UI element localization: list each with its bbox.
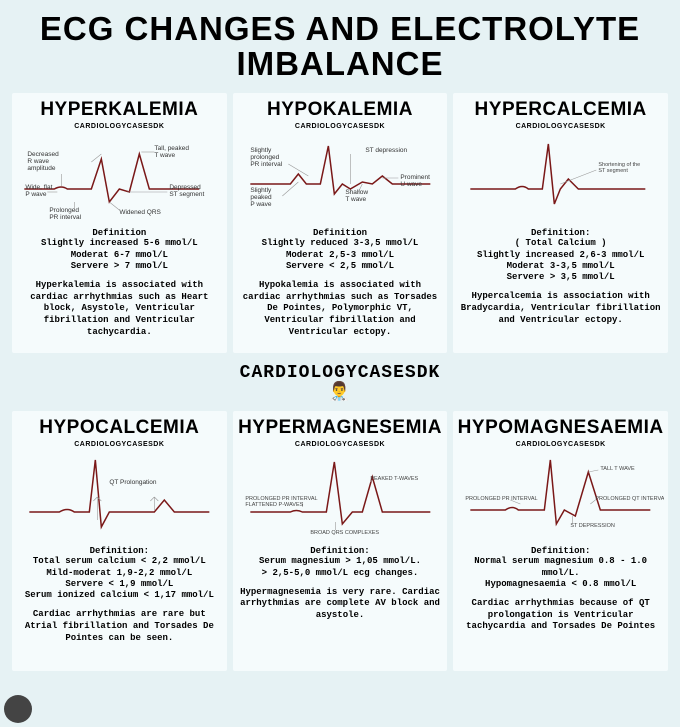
svg-text:Wide, flat: Wide, flat	[25, 184, 52, 191]
panel-desc: Hyperkalemia is associated with cardiac …	[16, 280, 223, 338]
panel-desc: Hypermagnesemia is very rare. Cardiac ar…	[237, 587, 444, 622]
svg-text:P wave: P wave	[25, 191, 47, 198]
svg-text:P wave: P wave	[250, 201, 272, 208]
svg-text:Slightly: Slightly	[250, 187, 272, 194]
def-header: Definition	[92, 228, 146, 238]
def-line: Slightly reduced 3-3,5 mmol/L	[262, 238, 419, 249]
def-header: Definition:	[90, 546, 149, 556]
svg-text:PROLONGED QT INTERVAL: PROLONGED QT INTERVAL	[596, 496, 664, 502]
main-title: ECG CHANGES AND ELECTROLYTE IMBALANCE	[12, 12, 668, 81]
panel-title: HYPOMAGNESAEMIA	[458, 417, 664, 439]
panel-hypocalcemia: HYPOCALCEMIA CARDIOLOGYCASESDK QT Prolon…	[12, 411, 227, 671]
def-line: Servere > 3,5 mmol/L	[507, 272, 615, 283]
svg-text:ST segment: ST segment	[599, 168, 629, 174]
svg-text:ST segment: ST segment	[169, 191, 204, 198]
def-header: Definition	[313, 228, 367, 238]
def-line: Serum ionized calcium < 1,17 mmol/L	[25, 590, 214, 601]
panel-grid: HYPERKALEMIA CARDIOLOGYCASESDK Decreased…	[12, 93, 668, 671]
panel-title: HYPERCALCEMIA	[475, 99, 647, 121]
panel-hyperkalemia: HYPERKALEMIA CARDIOLOGYCASESDK Decreased…	[12, 93, 227, 353]
ecg-hypomagnesaemia: TALL T WAVE PROLONGED PR INTERVAL PROLON…	[457, 452, 664, 542]
def-line: Moderat 3-3,5 mmol/L	[507, 261, 615, 272]
ecg-hypokalemia: SlightlyprolongedPR interval ST depressi…	[237, 134, 444, 224]
panel-hypomagnesaemia: HYPOMAGNESAEMIA CARDIOLOGYCASESDK TALL T…	[453, 411, 668, 671]
panel-title: HYPERKALEMIA	[40, 99, 198, 121]
brand-text: CARDIOLOGYCASESDK	[240, 363, 441, 383]
def-line: Moderat 6-7 mmol/L	[71, 250, 168, 261]
svg-text:peaked: peaked	[250, 194, 272, 201]
svg-text:PEAKED T-WAVES: PEAKED T-WAVES	[370, 476, 418, 482]
def-line: Moderat 2,5-3 mmol/L	[286, 250, 394, 261]
svg-text:Widened QRS: Widened QRS	[119, 209, 161, 216]
ecg-hyperkalemia: DecreasedR waveamplitude Tall, peakedT w…	[16, 134, 223, 224]
source-label: CARDIOLOGYCASESDK	[74, 441, 164, 448]
panel-title: HYPOKALEMIA	[267, 99, 413, 121]
svg-text:FLATTENED P-WAVES: FLATTENED P-WAVES	[245, 502, 303, 508]
svg-text:ST depression: ST depression	[365, 147, 407, 154]
def-line: Serum magnesium > 1,05 mmol/L.	[259, 556, 421, 567]
panel-hypercalcemia: HYPERCALCEMIA CARDIOLOGYCASESDK Shorteni…	[453, 93, 668, 353]
panel-desc: Hypokalemia is associated with cardiac a…	[237, 280, 444, 338]
panel-desc: Cardiac arrhythmias are rare but Atrial …	[16, 609, 223, 644]
doctor-icon: 👨‍⚕️	[328, 383, 351, 403]
svg-text:amplitude: amplitude	[27, 165, 56, 172]
svg-text:Decreased: Decreased	[27, 151, 59, 158]
def-line: Total serum calcium < 2,2 mmol/L	[33, 556, 206, 567]
def-header: Definition:	[310, 546, 369, 556]
svg-text:QT Prolongation: QT Prolongation	[109, 479, 157, 486]
def-line: Servere < 1,9 mmol/L	[65, 579, 173, 590]
def-line: Slightly increased 2,6-3 mmol/L	[477, 250, 644, 261]
def-line: Slightly increased 5-6 mmol/L	[41, 238, 198, 249]
source-label: CARDIOLOGYCASESDK	[295, 123, 385, 130]
source-label: CARDIOLOGYCASESDK	[516, 123, 606, 130]
panel-title: HYPERMAGNESEMIA	[238, 417, 442, 439]
svg-text:PROLONGED PR INTERVAL: PROLONGED PR INTERVAL	[466, 496, 538, 502]
source-label: CARDIOLOGYCASESDK	[516, 441, 606, 448]
svg-text:prolonged: prolonged	[250, 154, 279, 161]
def-line: Servere > 7 mmol/L	[71, 261, 168, 272]
def-header: Definition:	[531, 546, 590, 556]
svg-text:TALL T WAVE: TALL T WAVE	[601, 466, 636, 472]
def-header: Definition:	[531, 228, 590, 238]
page: ECG CHANGES AND ELECTROLYTE IMBALANCE HY…	[0, 0, 680, 727]
svg-text:PR interval: PR interval	[49, 214, 81, 221]
ecg-hypermagnesemia: PEAKED T-WAVES PROLONGED PR INTERVALFLAT…	[237, 452, 444, 542]
def-line: Servere < 2,5 mmol/L	[286, 261, 394, 272]
panel-title: HYPOCALCEMIA	[39, 417, 199, 439]
panel-hypokalemia: HYPOKALEMIA CARDIOLOGYCASESDK Slightlypr…	[233, 93, 448, 353]
svg-text:BROAD QRS COMPLEXES: BROAD QRS COMPLEXES	[310, 530, 379, 536]
panel-desc: Cardiac arrhythmias because of QT prolon…	[457, 598, 664, 633]
svg-text:T wave: T wave	[345, 196, 366, 203]
svg-text:U wave: U wave	[400, 181, 422, 188]
mid-brand: CARDIOLOGYCASESDK 👨‍⚕️	[12, 363, 668, 403]
def-line: > 2,5-5,0 mmol/L ecg changes.	[262, 568, 419, 579]
svg-text:Depressed: Depressed	[169, 184, 201, 191]
panel-desc: Hypercalcemia is association with Bradyc…	[457, 291, 664, 326]
svg-text:PR interval: PR interval	[250, 161, 282, 168]
svg-text:Slightly: Slightly	[250, 147, 272, 154]
svg-text:Prominent: Prominent	[400, 174, 430, 181]
floating-button[interactable]	[4, 695, 32, 723]
svg-text:Prolonged: Prolonged	[49, 207, 79, 214]
def-line: Normal serum magnesium 0.8 - 1.0 mmol/L.	[457, 556, 664, 579]
svg-text:Tall, peaked: Tall, peaked	[154, 145, 189, 152]
source-label: CARDIOLOGYCASESDK	[74, 123, 164, 130]
panel-hypermagnesemia: HYPERMAGNESEMIA CARDIOLOGYCASESDK PEAKED…	[233, 411, 448, 671]
svg-text:T wave: T wave	[154, 152, 175, 159]
def-line: Mild-moderat 1,9-2,2 mmol/L	[46, 568, 192, 579]
svg-text:ST DEPRESSION: ST DEPRESSION	[571, 523, 616, 529]
ecg-hypercalcemia: Shortening of theST segment	[457, 134, 664, 224]
svg-text:Shallow: Shallow	[345, 189, 368, 196]
ecg-hypocalcemia: QT Prolongation	[16, 452, 223, 542]
def-line: ( Total Calcium )	[515, 238, 607, 249]
svg-text:R wave: R wave	[27, 158, 49, 165]
source-label: CARDIOLOGYCASESDK	[295, 441, 385, 448]
def-line: Hypomagnesaemia < 0.8 mmol/L	[485, 579, 636, 590]
